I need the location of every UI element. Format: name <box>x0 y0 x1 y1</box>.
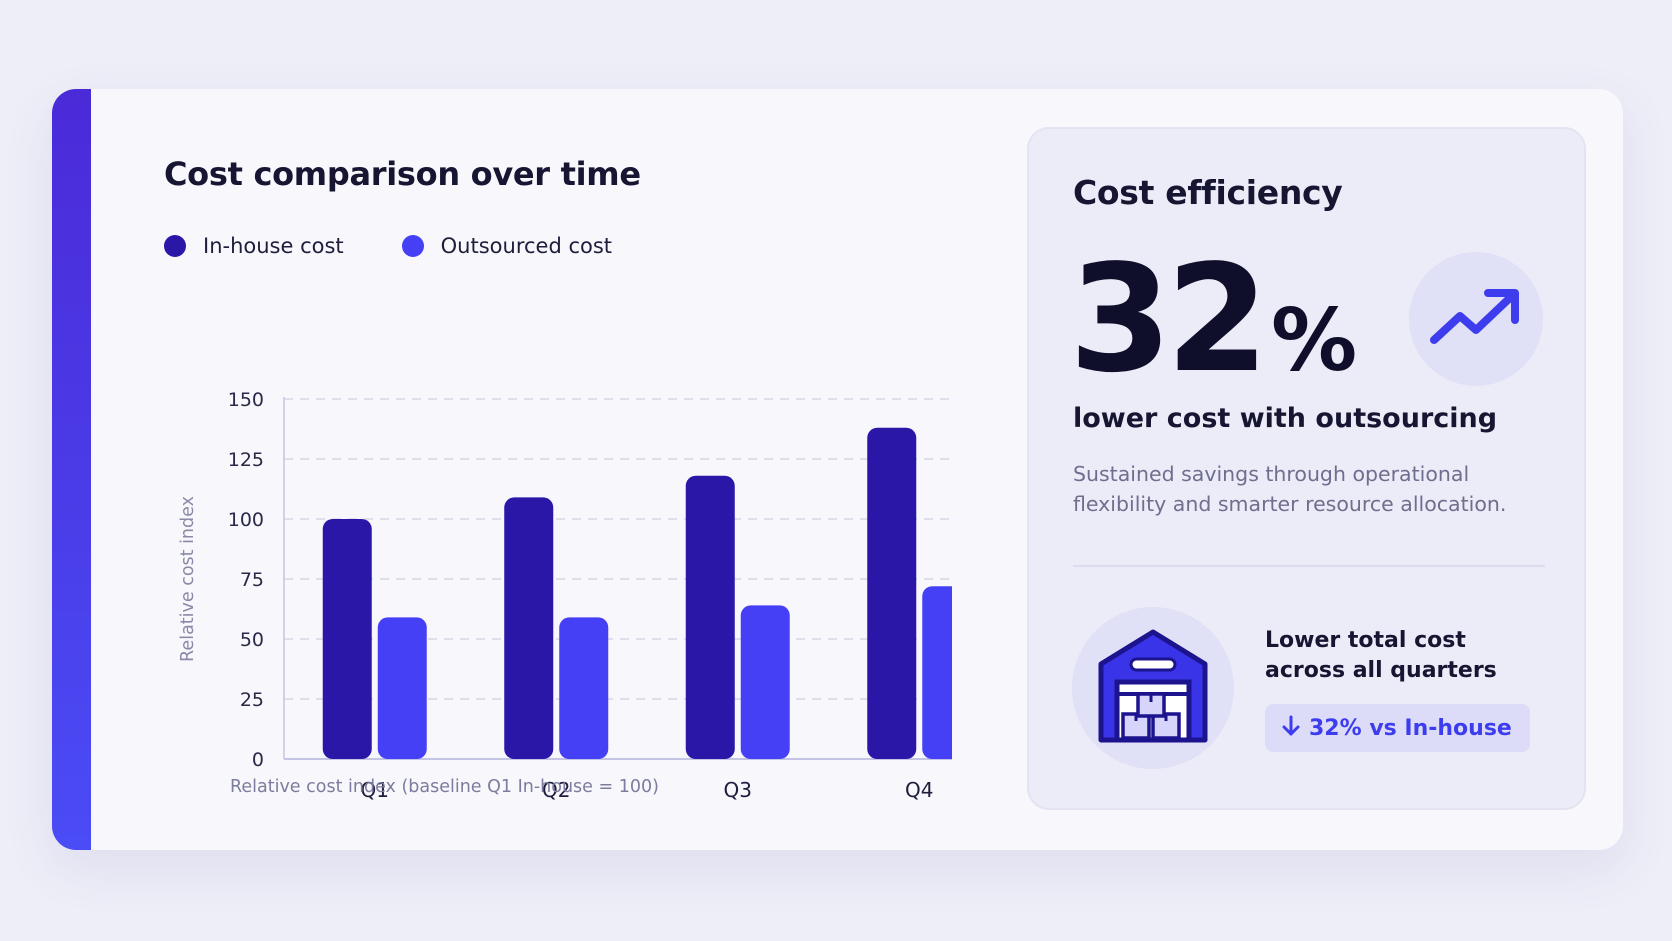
chart-legend: In-house cost Outsourced cost <box>164 234 612 258</box>
bar-inhouse <box>867 427 917 759</box>
dashboard-card: Cost comparison over time In-house cost … <box>52 89 1623 850</box>
legend-swatch-inhouse <box>164 235 186 257</box>
trend-badge <box>1409 252 1543 386</box>
stat-unit: % <box>1270 291 1358 391</box>
bar-inhouse <box>504 497 554 759</box>
stat-description: Sustained savings through operational fl… <box>1073 462 1507 516</box>
bar-outsourced <box>559 617 609 759</box>
badge-text: 32% vs In-house <box>1309 715 1512 741</box>
y-axis-label: Relative cost index <box>178 496 198 662</box>
y-tick-label: 75 <box>240 569 264 591</box>
legend-item-inhouse: In-house cost <box>164 234 344 258</box>
legend-label-outsourced: Outsourced cost <box>440 234 613 258</box>
accent-bar <box>52 89 91 850</box>
cost-efficiency-panel: Cost efficiency 32% lower cost with outs… <box>1027 127 1586 810</box>
big-stat: 32% <box>1069 245 1357 393</box>
arrow-down-icon <box>1281 714 1301 742</box>
panel-divider <box>1073 565 1545 567</box>
bar-outsourced <box>922 586 952 759</box>
legend-swatch-outsourced <box>401 235 424 257</box>
y-tick-label: 150 <box>228 389 264 411</box>
warehouse-icon <box>1097 628 1209 748</box>
x-tick-label: Q2 <box>542 778 570 802</box>
bar-inhouse <box>322 519 372 759</box>
legend-item-outsourced: Outsourced cost <box>401 234 613 258</box>
x-tick-label: Q3 <box>724 778 752 802</box>
y-tick-label: 0 <box>252 749 264 771</box>
savings-badge: 32% vs In-house <box>1265 704 1530 752</box>
x-tick-label: Q4 <box>905 778 933 802</box>
stat-number: 32 <box>1069 233 1269 405</box>
legend-label-inhouse: In-house cost <box>203 234 344 258</box>
y-tick-label: 100 <box>228 509 264 531</box>
bar-inhouse <box>685 475 735 759</box>
y-tick-label: 125 <box>228 449 264 471</box>
chart-title: Cost comparison over time <box>164 155 641 193</box>
chart-footnote: Relative cost index (baseline Q1 In-hous… <box>230 777 659 797</box>
x-tick-label: Q1 <box>361 778 389 802</box>
y-tick-label: 25 <box>240 689 264 711</box>
stat-subhead: lower cost with outsourcing <box>1073 403 1498 434</box>
panel-title: Cost efficiency <box>1073 173 1343 212</box>
bar-outsourced <box>740 605 790 759</box>
bar-outsourced <box>377 617 427 759</box>
note-title: Lower total cost across all quarters <box>1265 628 1497 683</box>
bar-chart: 0 25 50 75 100 125 150 Relative cost index Q1 Q2 Q… <box>178 389 952 802</box>
warehouse-badge <box>1072 607 1234 769</box>
trend-up-icon <box>1430 286 1522 352</box>
y-tick-label: 50 <box>240 629 264 651</box>
